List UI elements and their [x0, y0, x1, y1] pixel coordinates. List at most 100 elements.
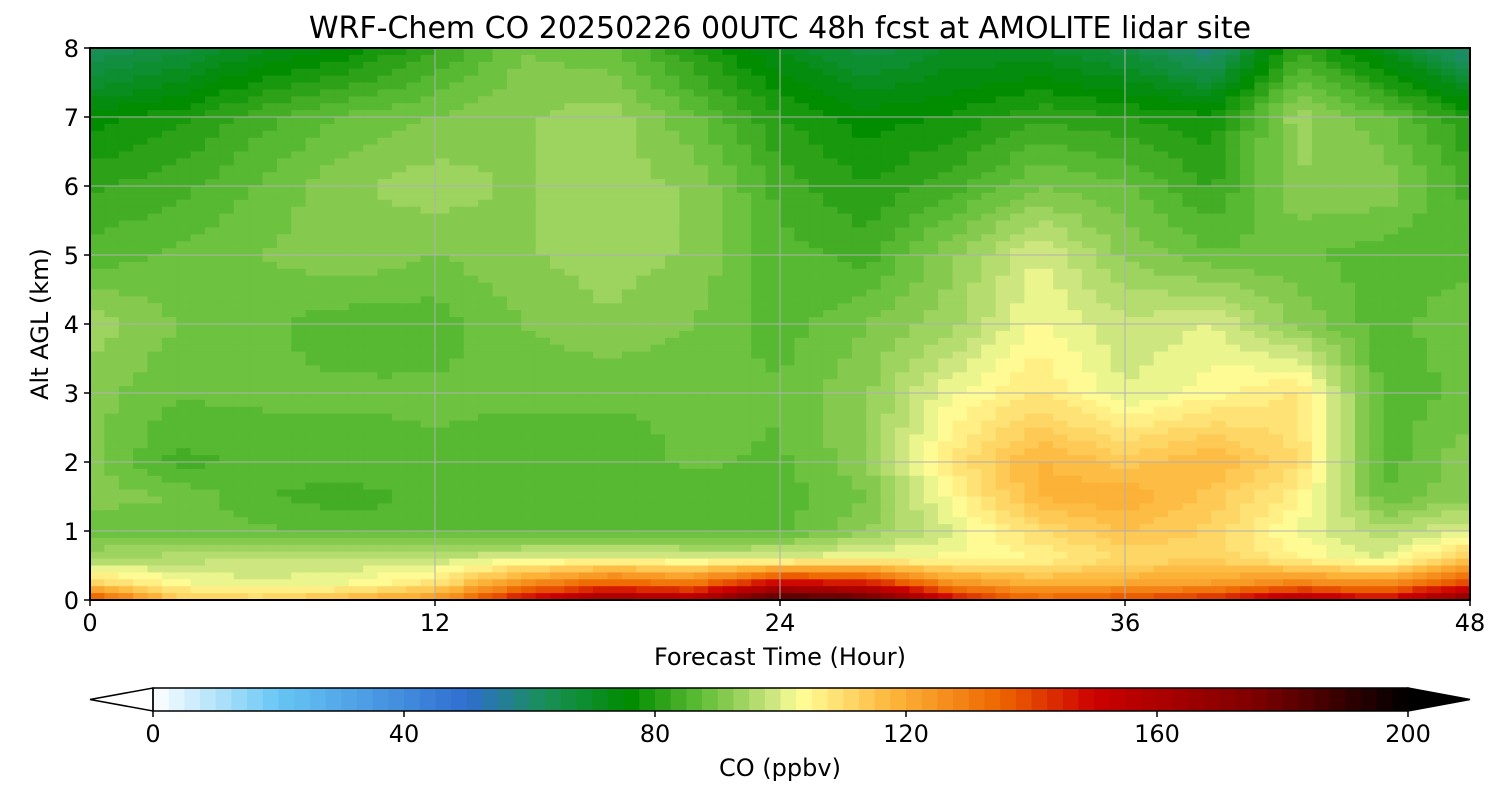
heatmap-cell [621, 192, 637, 201]
heatmap-cell [895, 151, 910, 159]
heatmap-cell [851, 117, 867, 125]
heatmap-cell [636, 199, 652, 208]
heatmap-cell [521, 296, 537, 304]
heatmap-cell [535, 330, 551, 339]
heatmap-cell [593, 213, 609, 222]
heatmap-cell [521, 241, 537, 249]
heatmap-cell [1125, 372, 1140, 380]
heatmap-cell [1225, 261, 1241, 270]
heatmap-cell [1196, 179, 1212, 187]
heatmap-cell [981, 144, 997, 153]
heatmap-cell [478, 220, 494, 228]
heatmap-cell [995, 137, 1011, 146]
heatmap-cell [1225, 96, 1241, 104]
heatmap-cell [435, 379, 450, 387]
heatmap-cell [535, 386, 551, 394]
heatmap-cell [578, 179, 594, 187]
heatmap-cell [1412, 330, 1428, 339]
heatmap-cell [880, 330, 896, 339]
heatmap-cell [607, 282, 623, 291]
heatmap-cell [1182, 75, 1198, 84]
heatmap-cell [909, 110, 925, 118]
heatmap-cell [1196, 275, 1212, 284]
heatmap-cell [1096, 213, 1112, 222]
heatmap-cell [1383, 68, 1399, 77]
heatmap-cell [205, 330, 220, 339]
heatmap-cell [909, 372, 925, 380]
heatmap-cell [708, 220, 724, 228]
heatmap-cell [90, 317, 105, 325]
heatmap-cell [104, 330, 120, 339]
heatmap-cell [463, 68, 479, 77]
heatmap-cell [981, 220, 997, 228]
heatmap-cell [1311, 110, 1327, 118]
heatmap-cell [1038, 317, 1054, 325]
heatmap-cell [262, 213, 278, 222]
heatmap-cell [1067, 179, 1083, 187]
heatmap-cell [636, 75, 652, 84]
heatmap-cell [851, 372, 867, 380]
heatmap-cell [550, 213, 565, 222]
heatmap-cell [521, 317, 537, 325]
heatmap-cell [1398, 310, 1414, 318]
heatmap-cell [1311, 358, 1327, 366]
heatmap-cell [1067, 206, 1083, 215]
heatmap-cell [435, 358, 450, 366]
heatmap-cell [1355, 241, 1370, 249]
heatmap-cell [650, 330, 666, 339]
heatmap-cell [1038, 282, 1054, 291]
heatmap-cell [1297, 337, 1313, 346]
heatmap-cell [1355, 186, 1370, 194]
heatmap-cell [794, 186, 810, 194]
heatmap-cell [736, 261, 752, 270]
heatmap-cell [1096, 365, 1112, 373]
heatmap-cell [1311, 296, 1327, 304]
heatmap-cell [880, 379, 896, 387]
heatmap-cell [147, 199, 163, 208]
heatmap-cell [233, 282, 249, 291]
heatmap-cell [1311, 248, 1327, 256]
heatmap-cell [1081, 110, 1097, 118]
heatmap-cell [995, 344, 1011, 353]
heatmap-cell [866, 324, 882, 332]
heatmap-cell [1369, 234, 1385, 242]
heatmap-cell [1254, 206, 1270, 215]
heatmap-cell [291, 82, 307, 90]
heatmap-cell [492, 241, 508, 249]
heatmap-cell [1340, 365, 1356, 373]
heatmap-cell [1038, 372, 1054, 380]
heatmap-cell [880, 61, 896, 70]
heatmap-cell [1038, 303, 1054, 311]
heatmap-cell [1038, 144, 1054, 153]
heatmap-cell [363, 351, 379, 360]
heatmap-cell [334, 179, 350, 187]
heatmap-cell [780, 344, 795, 353]
heatmap-cell [751, 130, 767, 139]
heatmap-cell [607, 158, 623, 166]
heatmap-cell [463, 165, 479, 173]
heatmap-cell [909, 192, 925, 201]
heatmap-cell [478, 399, 494, 408]
heatmap-cell [377, 144, 393, 153]
heatmap-cell [1383, 337, 1399, 346]
heatmap-cell [535, 275, 551, 284]
heatmap-cell [550, 399, 565, 408]
heatmap-cell [233, 310, 249, 318]
heatmap-cell [1355, 289, 1370, 297]
heatmap-cell [205, 186, 220, 194]
heatmap-cell [118, 351, 134, 360]
heatmap-cell [1455, 220, 1471, 228]
heatmap-cell [952, 234, 968, 242]
heatmap-cell [104, 248, 120, 256]
heatmap-cell [1426, 282, 1442, 291]
heatmap-cell [564, 179, 580, 187]
heatmap-cell [348, 261, 364, 270]
heatmap-cell [650, 123, 666, 132]
heatmap-cell [1297, 172, 1313, 180]
heatmap-cell [808, 89, 824, 97]
heatmap-cell [90, 330, 105, 339]
heatmap-cell [1038, 399, 1054, 408]
heatmap-cell [736, 358, 752, 366]
heatmap-cell [1125, 165, 1140, 173]
heatmap-cell [636, 123, 652, 132]
